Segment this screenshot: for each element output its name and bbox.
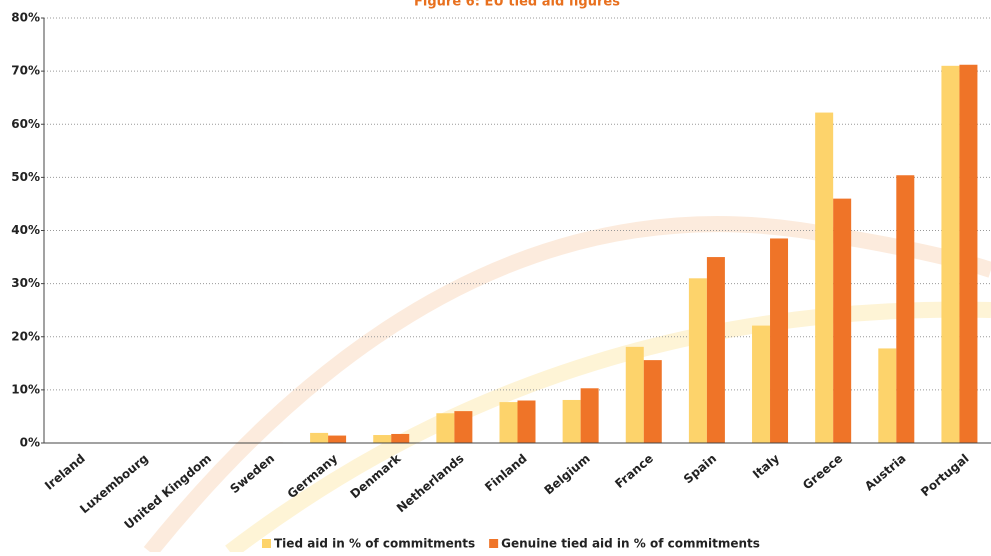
y-tick-label: 60% <box>11 117 40 131</box>
bar <box>436 413 455 443</box>
bar <box>580 388 599 443</box>
bar <box>373 435 392 443</box>
bar <box>815 112 834 443</box>
y-tick-label: 70% <box>11 64 40 78</box>
decor-arc <box>225 301 991 556</box>
x-tick-label: Greece <box>800 451 845 492</box>
bar <box>328 435 347 443</box>
y-tick-label: 50% <box>11 170 40 184</box>
y-tick-label: 10% <box>11 382 40 396</box>
x-tick-label: Finland <box>482 451 529 494</box>
bar <box>688 278 707 443</box>
bar <box>391 433 410 443</box>
bar <box>706 257 725 443</box>
bar <box>896 175 915 443</box>
x-tick-label: Netherlands <box>394 451 467 515</box>
legend-label: Tied aid in % of commitments <box>274 537 475 551</box>
y-tick-label: 20% <box>11 329 40 343</box>
bar <box>562 399 581 443</box>
bar <box>643 360 662 443</box>
bar <box>941 65 960 443</box>
bar <box>752 325 771 443</box>
y-tick-label: 30% <box>11 276 40 290</box>
x-tick-label: France <box>612 451 656 491</box>
x-tick-label: Italy <box>750 451 782 481</box>
bar <box>833 198 852 443</box>
bar <box>454 411 473 443</box>
x-tick-label: Austria <box>862 451 908 493</box>
x-tick-label: Ireland <box>42 451 88 492</box>
y-tick-label: 80% <box>11 11 40 25</box>
bar <box>959 64 978 443</box>
bar <box>878 348 897 443</box>
bar <box>770 238 789 443</box>
bar <box>310 432 329 443</box>
legend-swatch <box>489 539 499 548</box>
bar <box>517 400 536 443</box>
bar <box>499 402 518 443</box>
legend-swatch <box>262 539 271 548</box>
legend-label: Genuine tied aid in % of commitments <box>501 537 760 551</box>
x-tick-label: Belgium <box>542 451 593 497</box>
chart-title: Figure 6: EU tied aid figures <box>414 0 620 10</box>
y-tick-label: 0% <box>20 436 40 450</box>
decor-arc <box>143 216 991 556</box>
bar <box>625 346 644 443</box>
y-tick-label: 40% <box>11 223 40 237</box>
x-tick-label: Portugal <box>918 451 971 499</box>
x-tick-label: Spain <box>681 451 719 486</box>
